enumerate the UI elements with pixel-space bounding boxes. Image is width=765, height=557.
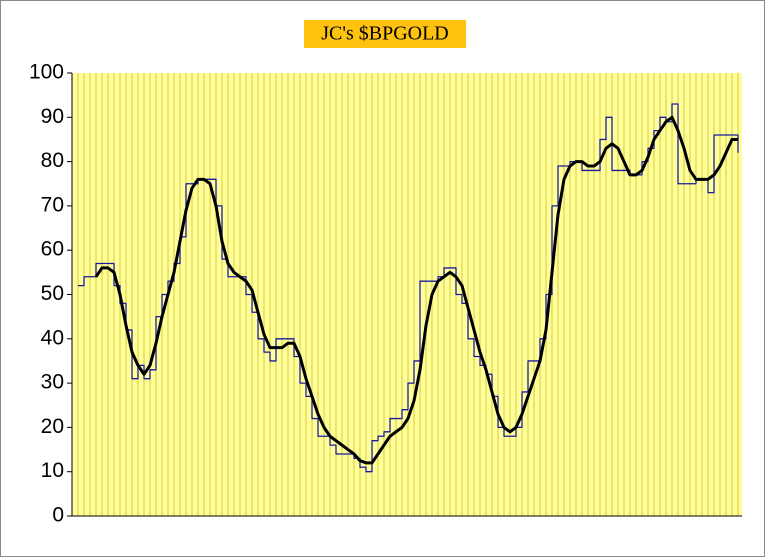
title-box [304,20,466,48]
y-tick-label: 0 [52,504,64,527]
y-tick-label: 80 [41,149,64,172]
y-tick-label: 40 [41,326,64,349]
y-tick-label: 100 [29,61,64,84]
y-tick-label: 90 [41,105,64,128]
y-tick-label: 30 [41,371,64,394]
smooth-line [94,115,738,465]
chart-title: JC's $BPGOLD [321,23,449,45]
y-tick-label: 60 [41,238,64,261]
y-tick-label: 10 [41,459,64,482]
y-tick-label: 20 [41,415,64,438]
y-tick-label: 70 [41,193,64,216]
y-tick-label: 50 [41,282,64,305]
